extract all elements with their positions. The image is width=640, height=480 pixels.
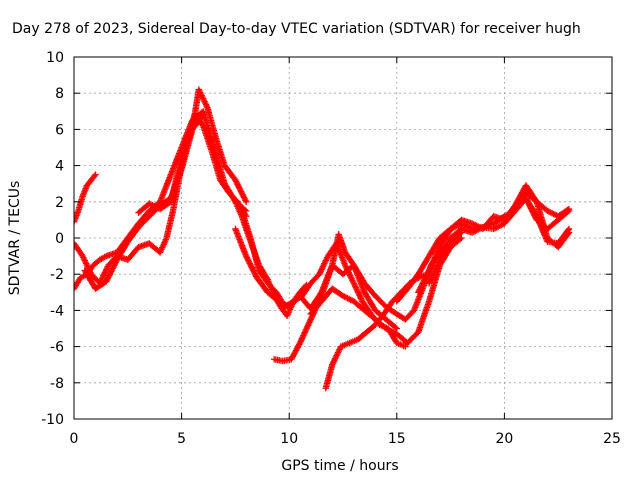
series-markers [135, 111, 207, 216]
x-tick-label: 20 [495, 431, 513, 447]
x-tick-label: 5 [177, 431, 186, 447]
series-track-2 [74, 108, 250, 292]
data-layer [74, 86, 573, 392]
y-tick-label: -6 [50, 340, 64, 356]
y-tick-label: 6 [55, 122, 64, 138]
y-tick-label: -10 [41, 412, 64, 428]
series-markers [511, 189, 573, 220]
x-tick-label: 25 [603, 431, 621, 447]
series-track-15 [511, 189, 573, 220]
y-axis-label: SDTVAR / TECUs [7, 181, 23, 296]
y-tick-label: 2 [55, 195, 64, 211]
x-tick-label: 10 [280, 431, 298, 447]
series-track-1 [74, 171, 99, 225]
series-track-5 [135, 111, 207, 216]
y-tick-label: -8 [50, 376, 64, 392]
series-markers [307, 234, 465, 347]
series-markers [74, 171, 99, 225]
y-tick-label: 10 [46, 50, 64, 66]
x-tick-label: 15 [388, 431, 406, 447]
chart-title: Day 278 of 2023, Sidereal Day-to-day VTE… [12, 21, 581, 37]
series-track-14 [425, 194, 573, 287]
series-markers [74, 108, 250, 292]
x-tick-label: 0 [70, 431, 79, 447]
y-tick-label: 0 [55, 231, 64, 247]
tick-layer: 0 5 10 15 20 25 -10 -8 -6 -4 -2 0 2 4 6 8 10 [41, 50, 621, 447]
y-tick-label: 8 [55, 86, 64, 102]
series-markers [322, 271, 431, 392]
x-axis-label: GPS time / hours [281, 458, 398, 474]
series-track-11 [307, 234, 465, 347]
y-tick-label: -2 [50, 267, 64, 283]
y-tick-label: 4 [55, 159, 64, 175]
y-tick-label: -4 [50, 303, 64, 319]
series-track-10 [322, 271, 431, 392]
series-markers [425, 194, 573, 287]
grid-layer [74, 57, 612, 419]
